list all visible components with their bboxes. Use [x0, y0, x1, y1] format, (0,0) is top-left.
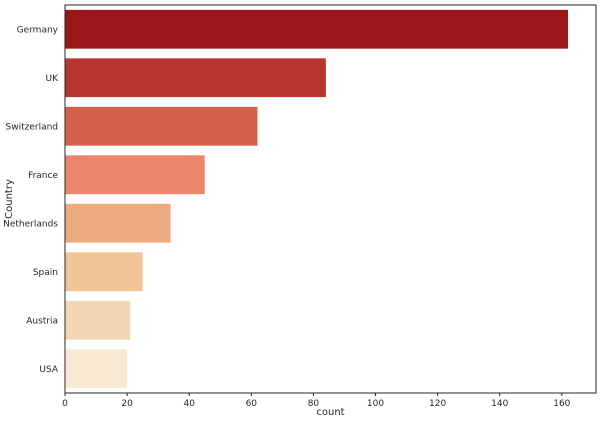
bar-netherlands: [65, 203, 171, 243]
x-tick-label: 80: [308, 399, 320, 409]
y-tick-label: Switzerland: [6, 122, 59, 132]
bar-usa: [65, 349, 128, 389]
y-tick-label: UK: [46, 74, 60, 84]
x-tick-label: 140: [491, 399, 508, 409]
x-tick-label: 0: [62, 399, 68, 409]
y-tick-label: Spain: [33, 268, 58, 278]
y-axis-label: Country: [4, 179, 15, 219]
bar-uk: [65, 58, 326, 98]
x-axis-label: count: [316, 407, 344, 418]
x-ticks: 0 20 40 60 80 100 120 140 160: [62, 393, 571, 409]
x-tick-label: 60: [246, 399, 258, 409]
x-tick-label: 20: [121, 399, 133, 409]
bar-germany: [65, 9, 569, 49]
y-tick-label: Netherlands: [3, 219, 58, 229]
x-tick-label: 100: [367, 399, 384, 409]
y-tick-label: USA: [39, 365, 58, 375]
y-tick-label: Austria: [26, 316, 58, 326]
bars-group: [65, 9, 569, 389]
x-tick-label: 160: [553, 399, 570, 409]
x-tick-label: 40: [183, 399, 195, 409]
y-tick-labels: Germany UK Switzerland France Netherlands Spa…: [3, 25, 59, 375]
bar-france: [65, 155, 205, 195]
y-tick-label: France: [28, 171, 58, 181]
bar-austria: [65, 300, 131, 340]
bar-switzerland: [65, 106, 258, 146]
x-tick-label: 120: [429, 399, 446, 409]
plot-frame: [64, 4, 597, 394]
bar-spain: [65, 252, 143, 292]
y-tick-label: Germany: [17, 25, 59, 35]
